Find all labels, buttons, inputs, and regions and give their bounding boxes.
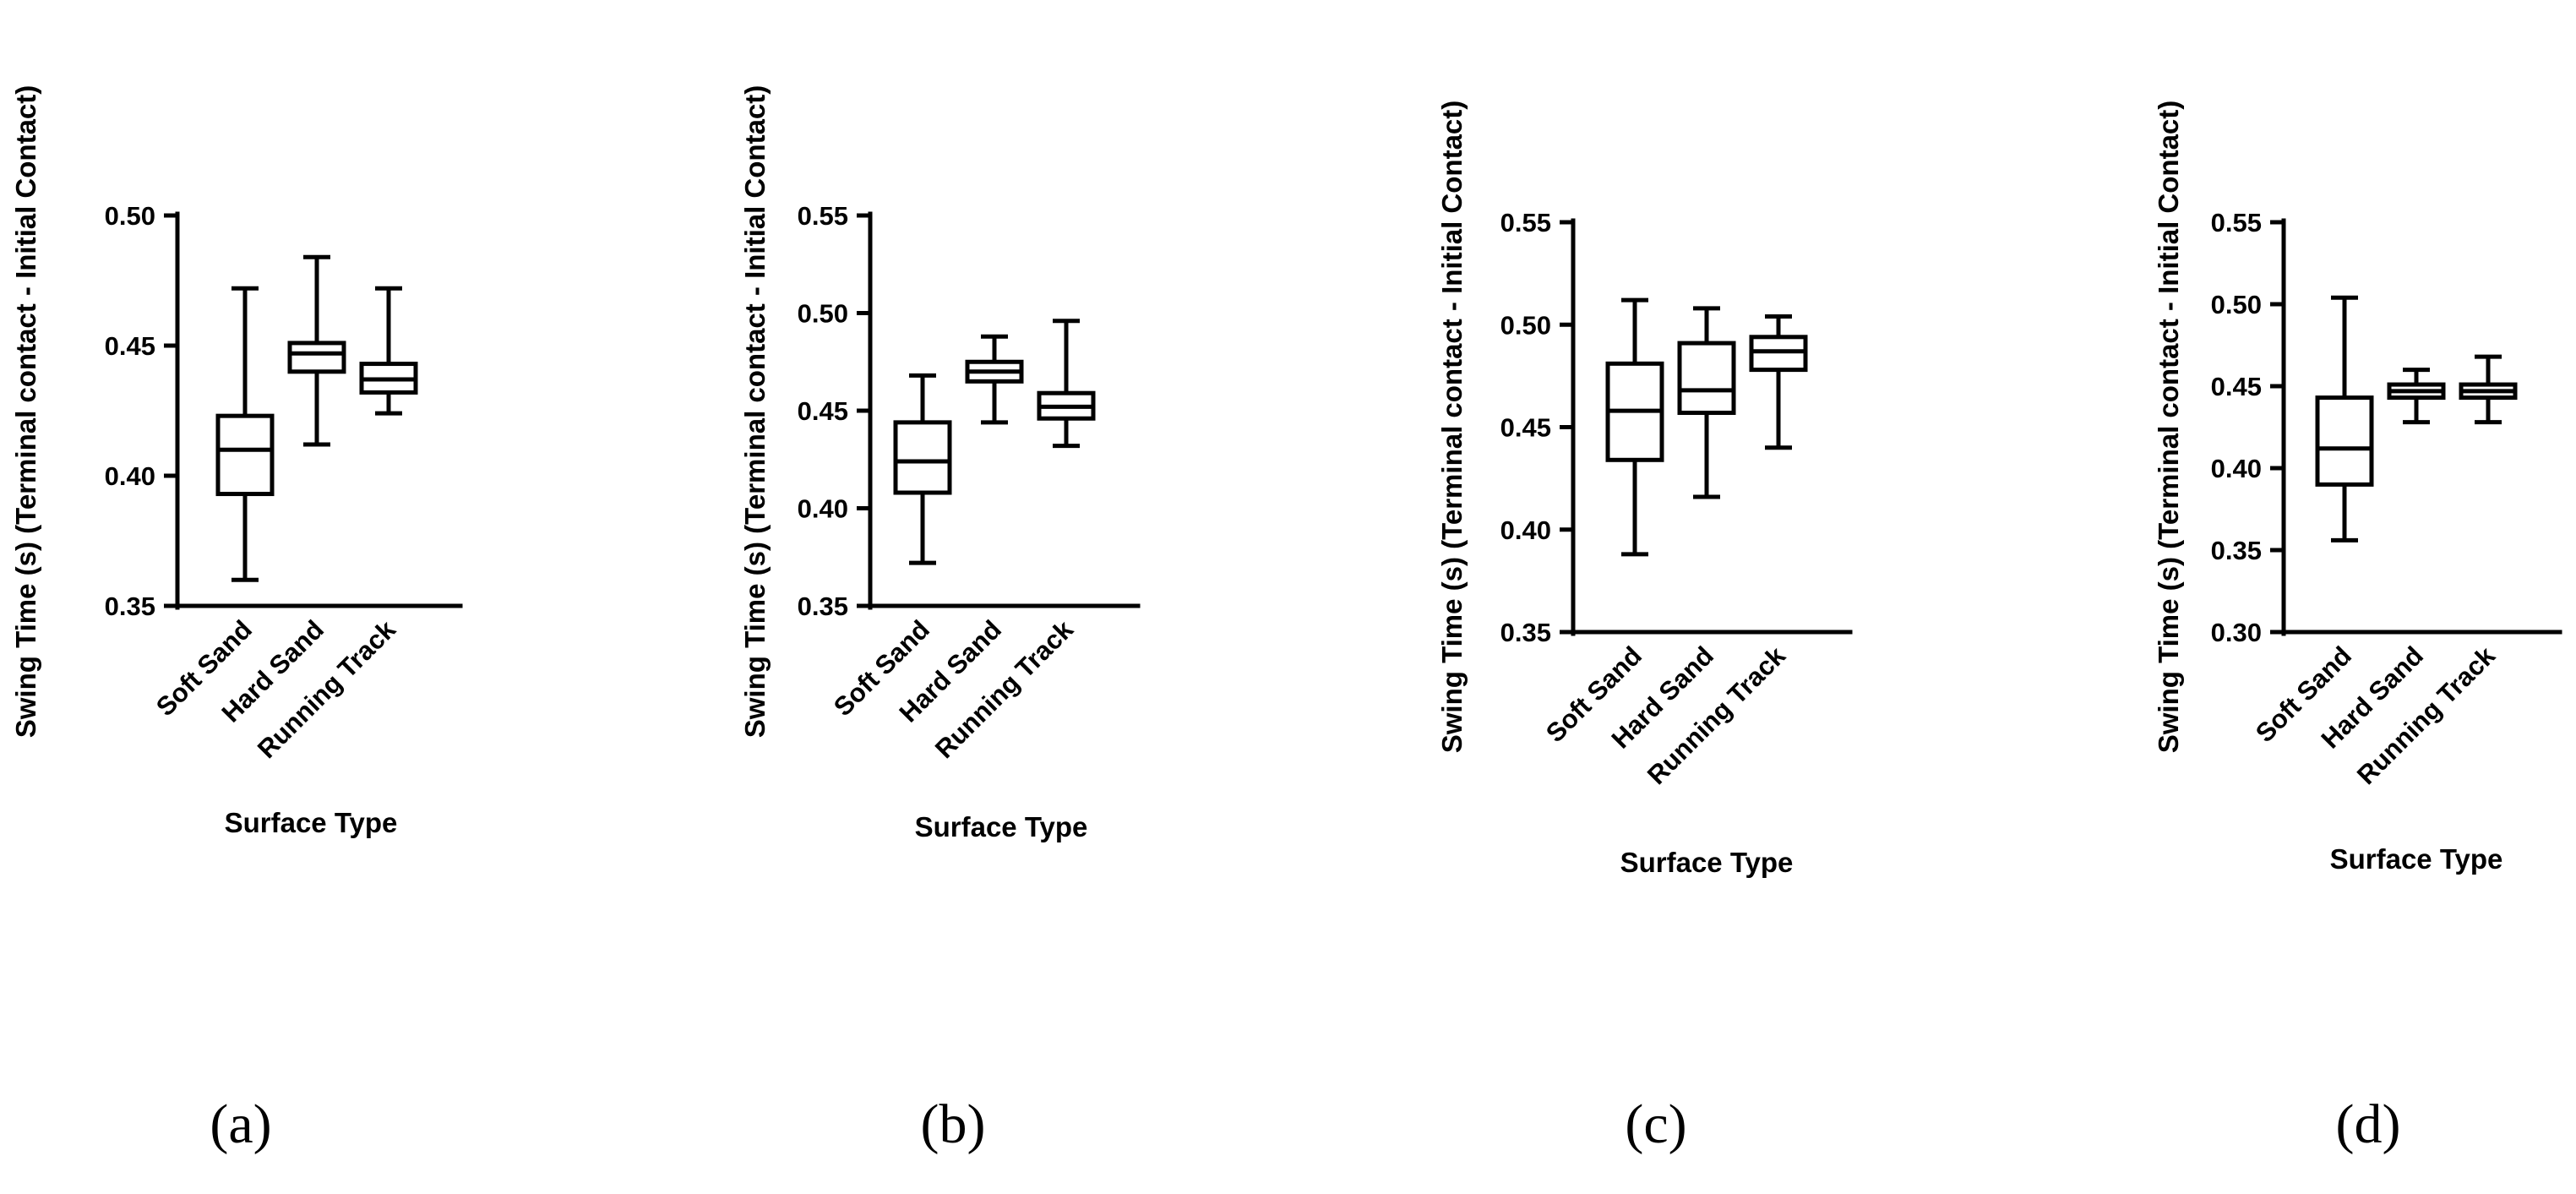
- y-tick-label: 0.40: [105, 461, 155, 491]
- panel-label-c: (c): [1625, 1093, 1686, 1155]
- y-tick-label: 0.35: [2211, 536, 2262, 565]
- box-hard-sand: [2387, 368, 2446, 425]
- box-soft-sand: [2315, 295, 2374, 542]
- iqr-box: [893, 420, 952, 495]
- y-tick-label: 0.45: [105, 331, 155, 361]
- y-tick-label: 0.35: [1500, 618, 1551, 647]
- x-axis-title: Surface Type: [225, 807, 398, 838]
- y-tick-label: 0.40: [1500, 515, 1551, 545]
- box-hard-sand: [287, 254, 346, 447]
- box-running-track: [359, 286, 418, 416]
- y-tick-label: 0.45: [2211, 372, 2262, 401]
- y-tick-label: 0.50: [2211, 290, 2262, 319]
- box-hard-sand: [965, 334, 1024, 425]
- x-axis-title: Surface Type: [2330, 843, 2503, 875]
- box-running-track: [1749, 314, 1808, 450]
- box-running-track: [2459, 354, 2518, 425]
- x-axis-title: Surface Type: [1620, 847, 1794, 878]
- y-tick-label: 0.55: [1500, 208, 1551, 237]
- panel-label-b: (b): [921, 1093, 986, 1155]
- box-hard-sand: [1677, 306, 1736, 499]
- y-tick-label: 0.50: [798, 299, 848, 329]
- y-axis-title: Swing Time (s) (Terminal contact - Initi…: [10, 85, 41, 739]
- box-soft-sand: [893, 373, 952, 565]
- panel-label-a: (a): [210, 1093, 271, 1155]
- y-tick-label: 0.45: [1500, 413, 1551, 443]
- panel-label-d: (d): [2336, 1093, 2401, 1155]
- y-tick-label: 0.50: [105, 201, 155, 231]
- y-axis-title: Swing Time (s) (Terminal contact - Initi…: [1436, 101, 1468, 754]
- y-tick-label: 0.30: [2211, 618, 2262, 647]
- y-tick-label: 0.50: [1500, 310, 1551, 340]
- box-soft-sand: [1605, 297, 1664, 557]
- y-tick-label: 0.35: [105, 592, 155, 621]
- iqr-box: [2315, 395, 2374, 487]
- y-tick-label: 0.40: [798, 494, 848, 524]
- y-tick-label: 0.55: [798, 201, 848, 231]
- box-running-track: [1037, 319, 1096, 449]
- y-tick-label: 0.40: [2211, 454, 2262, 483]
- iqr-box: [287, 341, 346, 374]
- x-axis-title: Surface Type: [915, 811, 1088, 842]
- y-axis-title: Swing Time (s) (Terminal contact - Initi…: [739, 85, 771, 739]
- y-tick-label: 0.35: [798, 592, 848, 621]
- iqr-box: [1677, 341, 1736, 416]
- y-tick-label: 0.55: [2211, 208, 2262, 237]
- iqr-box: [215, 413, 275, 497]
- y-tick-label: 0.45: [798, 396, 848, 426]
- box-soft-sand: [215, 286, 275, 582]
- y-axis-title: Swing Time (s) (Terminal contact - Initi…: [2153, 101, 2184, 754]
